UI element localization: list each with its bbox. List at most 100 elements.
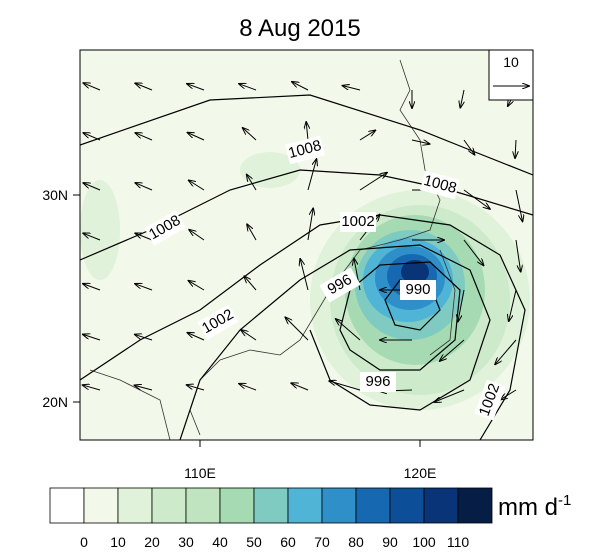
colorbar-box	[423, 487, 459, 524]
contour-label: 990	[400, 280, 436, 300]
colorbar-box	[83, 487, 119, 524]
wind-arrow	[189, 281, 205, 291]
wind-arrow	[306, 122, 308, 141]
wind-arrow	[300, 259, 309, 291]
colorbar-label: 0	[80, 534, 88, 550]
wind-arrow	[515, 239, 521, 272]
colorbar-box	[151, 487, 187, 524]
wind-arrow	[434, 389, 465, 402]
contour-label-bg	[340, 212, 376, 232]
wind-arrow	[135, 385, 153, 391]
colorbar-label: 110	[447, 534, 470, 550]
wind-arrow	[359, 130, 375, 141]
wind-arrow	[515, 139, 516, 158]
wind-arrow	[83, 183, 101, 191]
wind-arrow	[188, 333, 205, 341]
wind-arrow	[515, 189, 523, 221]
contour-label-bg	[144, 210, 186, 246]
colorbar-box	[355, 487, 391, 524]
contour-label: 996	[360, 372, 396, 392]
contour-label: 1002	[340, 212, 376, 232]
contour-label-bg	[285, 135, 325, 165]
y-tick-label: 30N	[42, 187, 68, 203]
colorbar-unit: mm d-1	[498, 492, 571, 521]
wind-arrow	[463, 139, 474, 155]
colorbar-box	[287, 487, 323, 524]
contour-label-text: 1002	[341, 213, 374, 230]
wind-arrow	[463, 239, 484, 265]
y-tick-label: 20N	[42, 394, 68, 410]
wind-arrow	[241, 330, 257, 341]
wind-arrow	[239, 384, 257, 391]
wind-arrow	[336, 319, 361, 341]
contour-label-bg	[400, 280, 436, 300]
map-area	[80, 50, 533, 440]
wind-arrow	[83, 385, 101, 391]
contour-label-bg	[197, 304, 239, 340]
wind-arrow	[501, 389, 517, 399]
wind-arrow	[329, 381, 361, 391]
wind-arrow	[291, 383, 309, 391]
wind-arrow	[83, 233, 101, 241]
wind-arrow	[292, 82, 309, 91]
contour-label-bg	[319, 267, 361, 303]
wind-arrow	[244, 276, 257, 291]
wind-arrow	[135, 183, 153, 191]
colorbar-label: 70	[314, 534, 330, 550]
axes: 110E 120E 30N 20N	[42, 187, 436, 481]
wind-arrow	[135, 83, 153, 91]
colorbar-box	[457, 487, 493, 524]
contour-label: 1008	[420, 170, 460, 200]
x-tick-label: 110E	[184, 465, 216, 481]
colorbar-label: 80	[348, 534, 364, 550]
wind-arrow	[307, 208, 313, 241]
contour-label-text: 996	[365, 373, 390, 390]
unit-text: mm d	[498, 494, 558, 521]
wind-arrow	[83, 284, 101, 291]
colorbar-label: 30	[178, 534, 194, 550]
wind-arrow	[247, 175, 257, 191]
x-tick-label: 120E	[404, 465, 437, 481]
wind-arrow	[187, 84, 205, 91]
wind-arrow	[187, 385, 205, 391]
wind-arrow	[83, 133, 101, 141]
reference-vector: 10	[488, 49, 534, 101]
colorbar-label: 20	[144, 534, 160, 550]
wind-arrow	[440, 339, 465, 361]
contour-label-text: 990	[405, 281, 430, 298]
unit-exponent: -1	[558, 492, 571, 509]
wind-arrow	[458, 289, 465, 321]
colorbar-label: 100	[412, 534, 436, 550]
wind-arrow	[83, 334, 101, 341]
wind-arrow	[135, 233, 153, 241]
colorbar-box	[321, 487, 357, 524]
wind-arrow	[239, 84, 257, 91]
title: 8 Aug 2015	[239, 15, 360, 42]
colorbar-box	[185, 487, 221, 524]
wind-arrow	[359, 173, 387, 191]
wind-arrow	[411, 140, 430, 144]
wind-arrow	[307, 159, 316, 191]
colorbar-box	[219, 487, 255, 524]
wind-arrow	[460, 89, 464, 108]
wind-arrow	[243, 128, 257, 141]
wind-arrow	[495, 339, 517, 364]
wind-arrow	[135, 284, 153, 291]
colorbar-box	[49, 487, 85, 524]
wind-arrow	[247, 224, 257, 241]
wind-arrow	[188, 133, 205, 141]
wind-arrow	[135, 335, 153, 341]
colorbar-box	[253, 487, 289, 524]
contour-label-bg	[360, 372, 396, 392]
colorbar-label: 60	[280, 534, 296, 550]
wind-arrow	[285, 317, 309, 341]
wind-arrow	[135, 133, 153, 141]
colorbar-box	[117, 487, 153, 524]
wind-arrow	[189, 230, 205, 241]
colorbar-label: 90	[382, 534, 398, 550]
wind-arrow	[189, 180, 205, 191]
wind-arrow	[83, 83, 101, 91]
colorbar-label: 10	[110, 534, 126, 550]
colorbar-label: 50	[246, 534, 262, 550]
